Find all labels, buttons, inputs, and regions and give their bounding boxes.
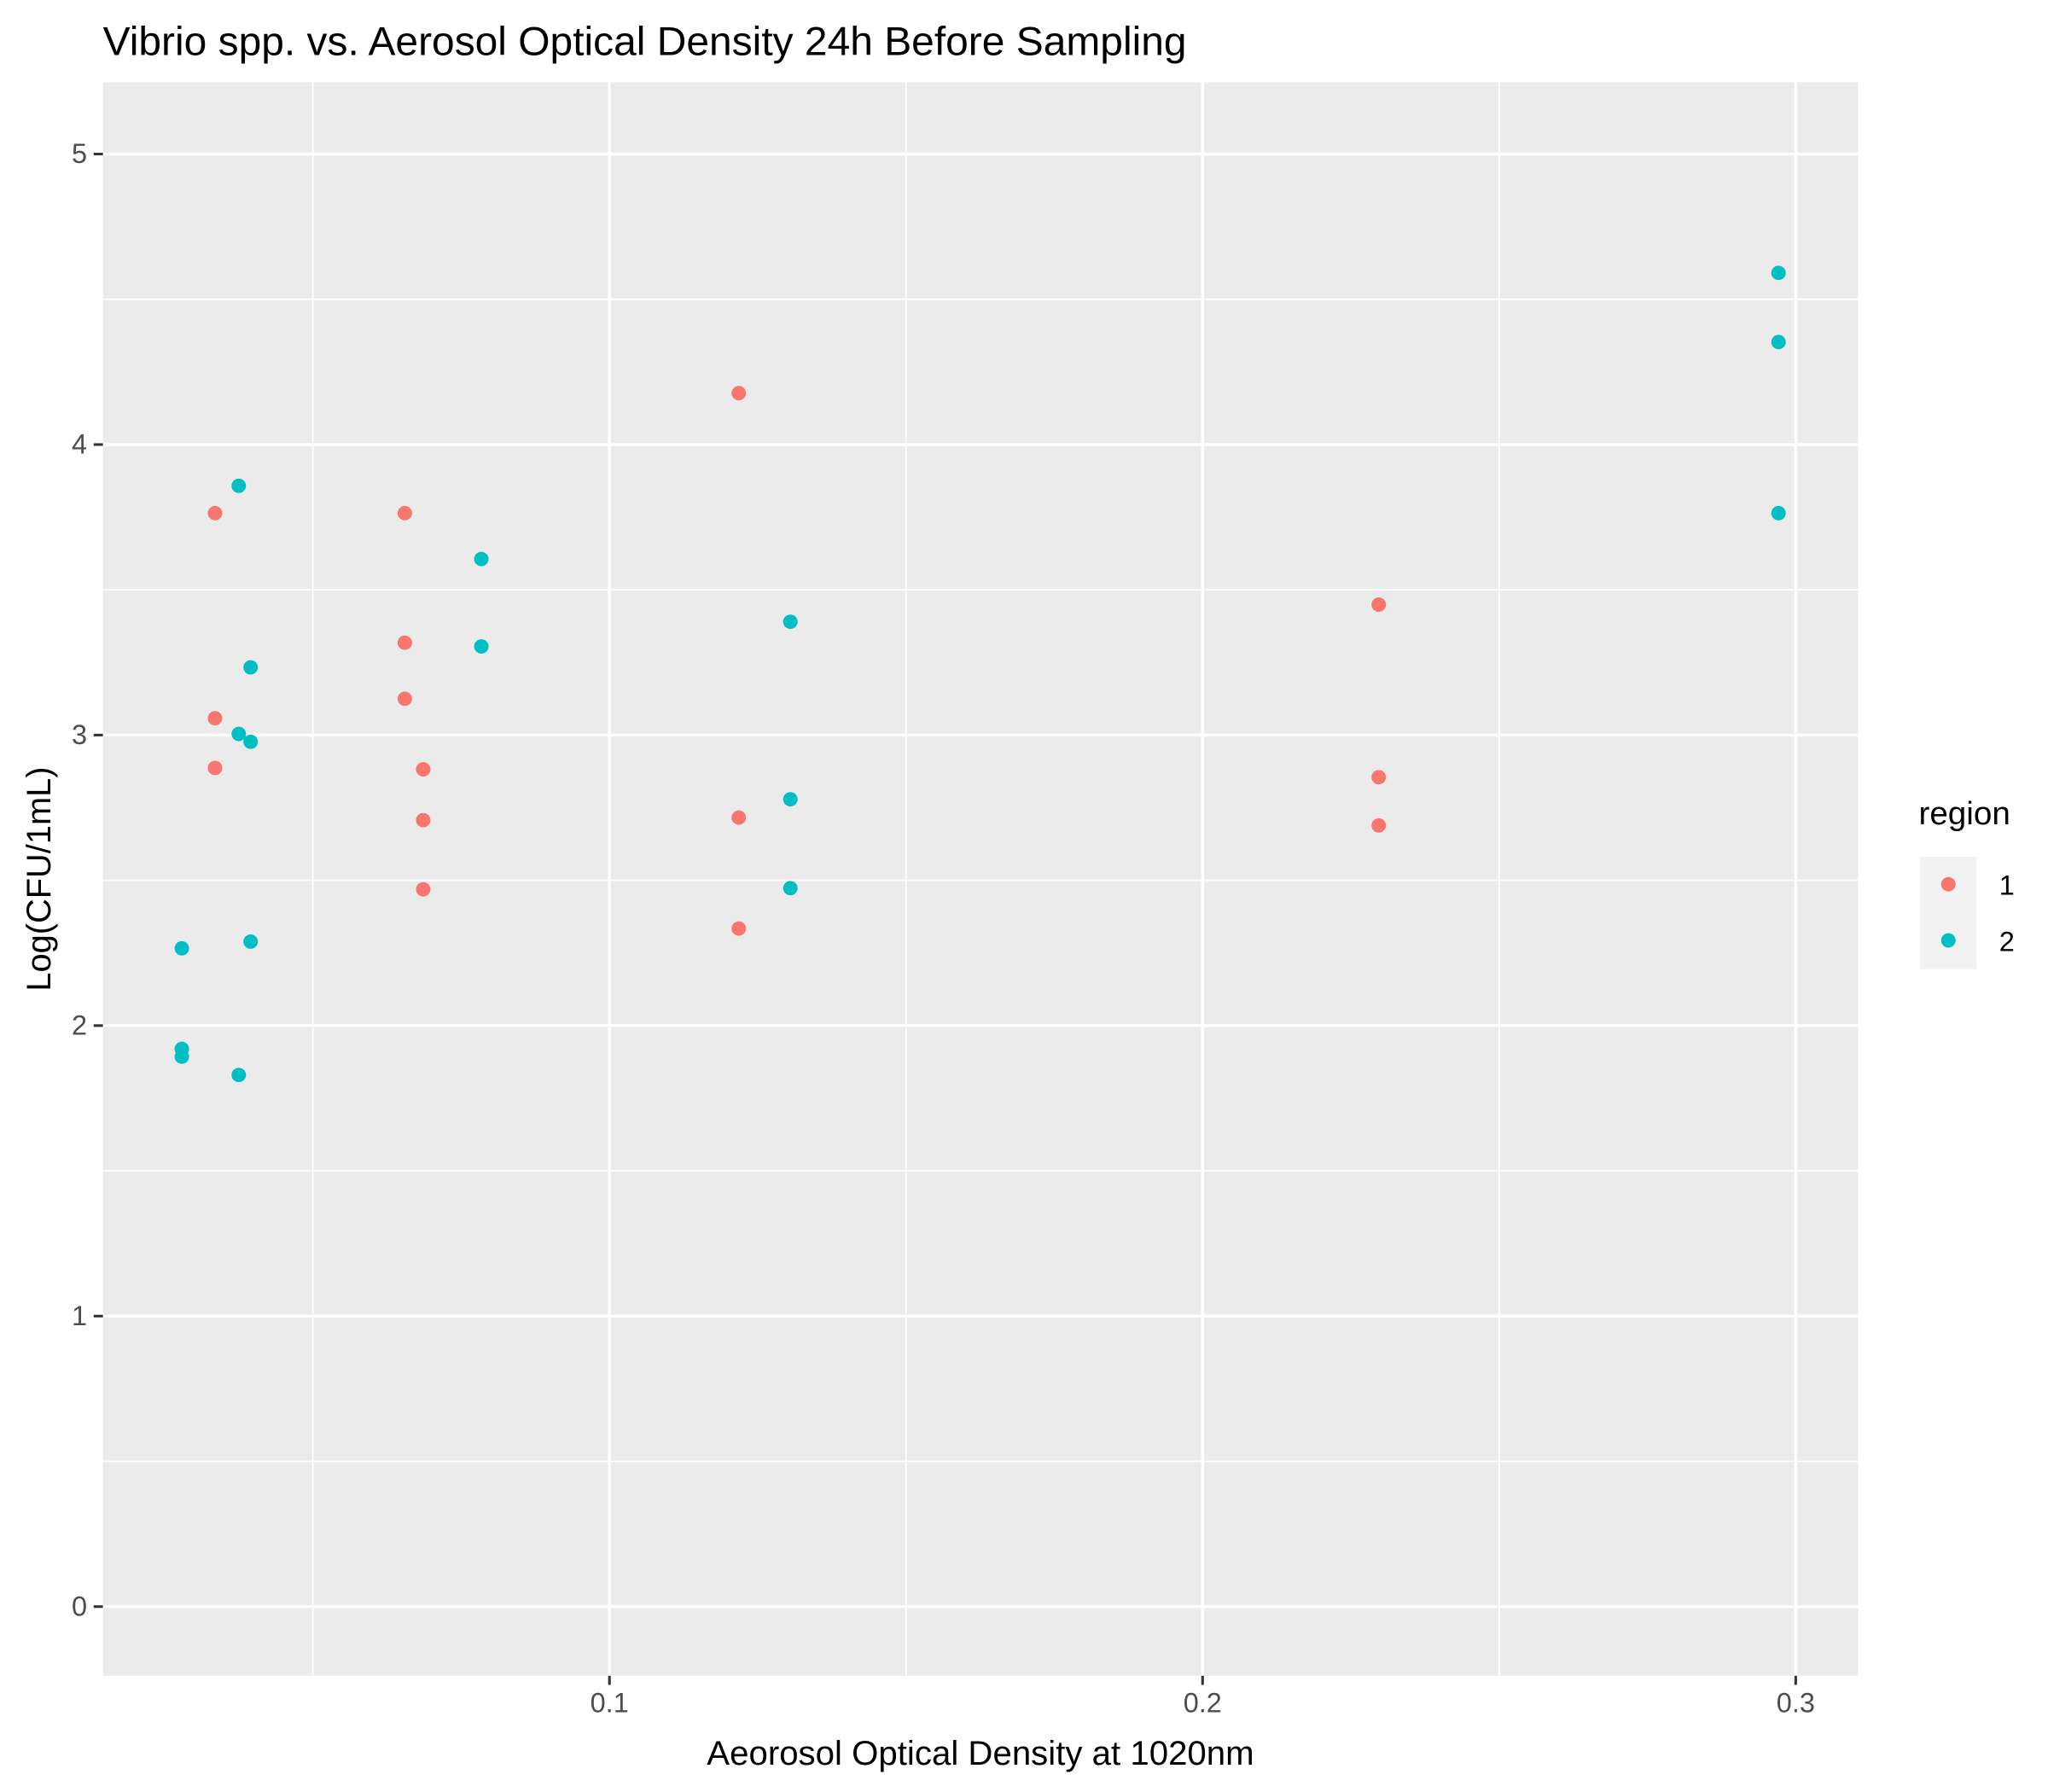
point: [416, 812, 431, 828]
y-tick-label: 0: [72, 1591, 87, 1622]
point: [1371, 597, 1387, 612]
legend-marker: [1940, 876, 1956, 892]
legend-label: 1: [1999, 870, 2015, 901]
point: [1771, 335, 1786, 350]
point: [1771, 265, 1786, 281]
point: [207, 505, 223, 521]
chart-title: Vibrio spp. vs. Aerosol Optical Density …: [103, 20, 1187, 65]
y-tick-label: 1: [72, 1300, 87, 1331]
point: [397, 691, 412, 707]
point: [731, 921, 747, 936]
x-tick-label: 0.2: [1184, 1688, 1222, 1719]
point: [474, 551, 489, 567]
x-tick-label: 0.1: [591, 1688, 629, 1719]
x-axis-label: Aeorosol Optical Density at 1020nm: [707, 1735, 1254, 1772]
x-tick-label: 0.3: [1777, 1688, 1815, 1719]
point: [731, 810, 747, 825]
y-tick-label: 5: [72, 138, 87, 169]
y-tick-label: 2: [72, 1010, 87, 1041]
point: [207, 711, 223, 726]
point: [397, 505, 412, 521]
point: [231, 478, 247, 493]
point: [1371, 817, 1387, 833]
panel: [102, 82, 1859, 1676]
point: [174, 1049, 189, 1064]
point: [207, 760, 223, 776]
y-tick-label: 3: [72, 719, 87, 750]
legend-title: region: [1918, 795, 2010, 832]
point: [474, 639, 489, 654]
y-tick-label: 4: [72, 429, 87, 460]
point: [783, 881, 798, 896]
point: [1371, 770, 1387, 785]
point: [783, 792, 798, 807]
point: [397, 635, 412, 650]
point: [174, 940, 189, 956]
legend-marker: [1940, 933, 1956, 948]
point: [416, 762, 431, 777]
point: [416, 881, 431, 897]
point: [731, 386, 747, 401]
legend-label: 2: [1999, 926, 2015, 957]
point: [243, 660, 259, 675]
point: [243, 734, 259, 749]
point: [231, 1068, 247, 1083]
y-axis-label: Log(CFU/1mL): [20, 767, 58, 992]
point: [243, 934, 259, 949]
point: [783, 614, 798, 630]
point: [231, 726, 247, 742]
point: [1771, 505, 1786, 521]
